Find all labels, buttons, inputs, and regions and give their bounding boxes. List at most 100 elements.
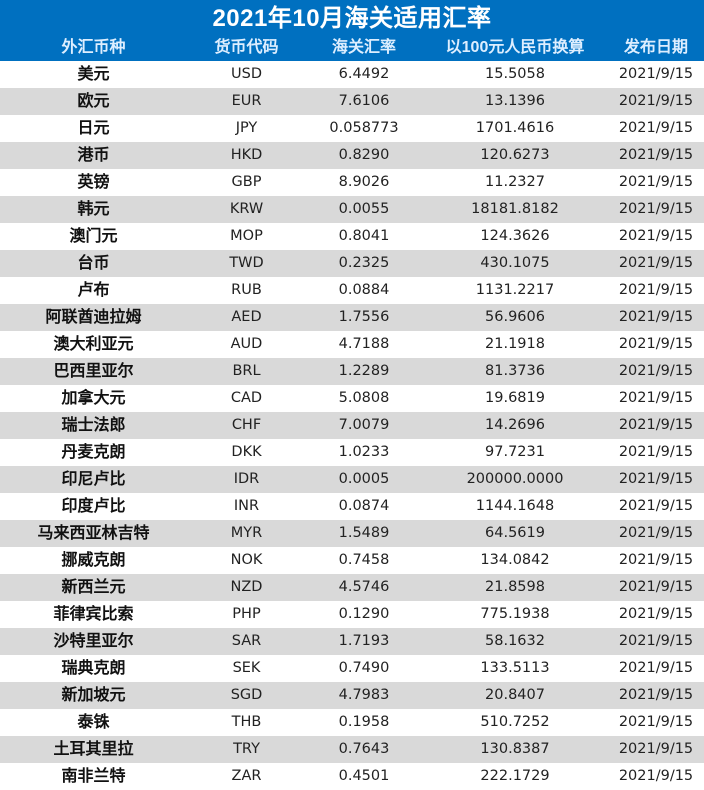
- cell-currency-code: NZD: [230, 579, 263, 595]
- cell-per-100-cny: 20.8407: [485, 687, 545, 703]
- cell-publish-date: 2021/9/15: [618, 120, 694, 136]
- cell-currency-name: 新加坡元: [61, 687, 126, 704]
- table-row: 新加坡元 SGD 4.7983 20.8407 2021/9/15: [0, 682, 704, 709]
- column-header-currency-code: 货币代码: [214, 39, 279, 56]
- cell-customs-rate: 7.0079: [338, 417, 390, 433]
- cell-currency-name: 澳大利亚元: [53, 336, 134, 353]
- cell-publish-date: 2021/9/15: [618, 336, 694, 352]
- cell-customs-rate: 0.0884: [338, 282, 390, 298]
- cell-currency-code: MYR: [230, 525, 263, 541]
- column-header-currency-name: 外汇币种: [61, 39, 126, 56]
- cell-customs-rate: 0.0005: [338, 471, 390, 487]
- column-header-publish-date: 发布日期: [623, 39, 688, 56]
- cell-currency-name: 菲律宾比索: [53, 606, 134, 623]
- table-row: 南非兰特 ZAR 0.4501 222.1729 2021/9/15: [0, 763, 704, 790]
- cell-currency-code: AUD: [230, 336, 263, 352]
- cell-currency-code: MOP: [230, 228, 263, 244]
- cell-per-100-cny: 130.8387: [480, 741, 550, 757]
- cell-publish-date: 2021/9/15: [618, 498, 694, 514]
- cell-publish-date: 2021/9/15: [618, 309, 694, 325]
- table-row: 卢布 RUB 0.0884 1131.2217 2021/9/15: [0, 277, 704, 304]
- cell-customs-rate: 0.058773: [329, 120, 399, 136]
- cell-customs-rate: 0.1290: [338, 606, 390, 622]
- cell-publish-date: 2021/9/15: [618, 525, 694, 541]
- cell-customs-rate: 1.5489: [338, 525, 390, 541]
- cell-currency-code: HKD: [230, 147, 263, 163]
- cell-currency-name: 瑞士法郎: [61, 417, 126, 434]
- table-row: 印度卢比 INR 0.0874 1144.1648 2021/9/15: [0, 493, 704, 520]
- table-row: 澳大利亚元 AUD 4.7188 21.1918 2021/9/15: [0, 331, 704, 358]
- cell-customs-rate: 4.7188: [338, 336, 390, 352]
- cell-per-100-cny: 120.6273: [480, 147, 550, 163]
- cell-publish-date: 2021/9/15: [618, 93, 694, 109]
- cell-currency-code: SGD: [230, 687, 263, 703]
- cell-customs-rate: 0.8290: [338, 147, 390, 163]
- table-row: 马来西亚林吉特 MYR 1.5489 64.5619 2021/9/15: [0, 520, 704, 547]
- cell-customs-rate: 4.5746: [338, 579, 390, 595]
- cell-per-100-cny: 56.9606: [485, 309, 545, 325]
- cell-currency-code: KRW: [229, 201, 264, 217]
- cell-customs-rate: 1.0233: [338, 444, 390, 460]
- cell-per-100-cny: 430.1075: [480, 255, 550, 271]
- table-row: 港币 HKD 0.8290 120.6273 2021/9/15: [0, 142, 704, 169]
- cell-publish-date: 2021/9/15: [618, 390, 694, 406]
- cell-currency-code: BRL: [232, 363, 261, 379]
- cell-currency-name: 加拿大元: [61, 390, 126, 407]
- table-row: 泰铢 THB 0.1958 510.7252 2021/9/15: [0, 709, 704, 736]
- cell-currency-code: SEK: [232, 660, 261, 676]
- cell-per-100-cny: 200000.0000: [466, 471, 564, 487]
- cell-currency-name: 印度卢比: [61, 498, 126, 515]
- table-row: 丹麦克朗 DKK 1.0233 97.7231 2021/9/15: [0, 439, 704, 466]
- cell-per-100-cny: 18181.8182: [471, 201, 559, 217]
- cell-per-100-cny: 775.1938: [480, 606, 550, 622]
- table-row: 菲律宾比索 PHP 0.1290 775.1938 2021/9/15: [0, 601, 704, 628]
- cell-customs-rate: 7.6106: [338, 93, 390, 109]
- cell-customs-rate: 4.7983: [338, 687, 390, 703]
- cell-per-100-cny: 64.5619: [485, 525, 545, 541]
- cell-per-100-cny: 13.1396: [485, 93, 545, 109]
- cell-customs-rate: 0.0874: [338, 498, 390, 514]
- column-header-customs-rate: 海关汇率: [331, 39, 396, 56]
- table-row: 欧元 EUR 7.6106 13.1396 2021/9/15: [0, 88, 704, 115]
- cell-customs-rate: 0.7643: [338, 741, 390, 757]
- cell-currency-code: CAD: [230, 390, 263, 406]
- cell-currency-code: AED: [231, 309, 262, 325]
- cell-currency-name: 马来西亚林吉特: [37, 525, 150, 542]
- cell-currency-name: 韩元: [77, 201, 110, 218]
- cell-currency-code: GBP: [231, 174, 262, 190]
- cell-per-100-cny: 222.1729: [480, 768, 550, 784]
- cell-customs-rate: 0.0055: [338, 201, 390, 217]
- cell-currency-code: TRY: [233, 741, 260, 757]
- cell-publish-date: 2021/9/15: [618, 552, 694, 568]
- table-row: 英镑 GBP 8.9026 11.2327 2021/9/15: [0, 169, 704, 196]
- cell-customs-rate: 1.2289: [338, 363, 390, 379]
- cell-publish-date: 2021/9/15: [618, 174, 694, 190]
- cell-publish-date: 2021/9/15: [618, 633, 694, 649]
- cell-currency-name: 土耳其里拉: [53, 741, 134, 758]
- cell-publish-date: 2021/9/15: [618, 255, 694, 271]
- cell-currency-name: 印尼卢比: [61, 471, 126, 488]
- table-row: 挪威克朗 NOK 0.7458 134.0842 2021/9/15: [0, 547, 704, 574]
- table-row: 沙特里亚尔 SAR 1.7193 58.1632 2021/9/15: [0, 628, 704, 655]
- cell-publish-date: 2021/9/15: [618, 228, 694, 244]
- cell-per-100-cny: 21.8598: [485, 579, 545, 595]
- cell-currency-name: 欧元: [77, 93, 110, 110]
- table-row: 加拿大元 CAD 5.0808 19.6819 2021/9/15: [0, 385, 704, 412]
- table-header: 2021年10月海关适用汇率 外汇币种 货币代码 海关汇率 以100元人民币换算…: [0, 0, 704, 61]
- cell-per-100-cny: 1701.4616: [475, 120, 555, 136]
- table-row: 韩元 KRW 0.0055 18181.8182 2021/9/15: [0, 196, 704, 223]
- cell-currency-name: 新西兰元: [61, 579, 126, 596]
- cell-currency-code: EUR: [231, 93, 262, 109]
- cell-currency-name: 丹麦克朗: [61, 444, 126, 461]
- cell-customs-rate: 0.2325: [338, 255, 390, 271]
- cell-per-100-cny: 1131.2217: [475, 282, 555, 298]
- cell-publish-date: 2021/9/15: [618, 363, 694, 379]
- cell-currency-name: 台币: [77, 255, 110, 272]
- cell-currency-name: 卢布: [77, 282, 110, 299]
- column-header-row: 外汇币种 货币代码 海关汇率 以100元人民币换算 发布日期: [0, 36, 704, 61]
- cell-per-100-cny: 97.7231: [485, 444, 545, 460]
- cell-customs-rate: 0.7490: [338, 660, 390, 676]
- cell-per-100-cny: 134.0842: [480, 552, 550, 568]
- table-row: 美元 USD 6.4492 15.5058 2021/9/15: [0, 61, 704, 88]
- cell-currency-name: 日元: [77, 120, 110, 137]
